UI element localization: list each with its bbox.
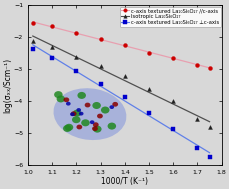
- Circle shape: [56, 95, 65, 102]
- Circle shape: [107, 123, 116, 130]
- Circle shape: [112, 102, 118, 107]
- Circle shape: [84, 103, 90, 107]
- Circle shape: [89, 120, 94, 124]
- Circle shape: [93, 122, 98, 127]
- Circle shape: [92, 126, 98, 131]
- Circle shape: [66, 102, 70, 106]
- Circle shape: [77, 92, 86, 99]
- Circle shape: [54, 91, 62, 98]
- Y-axis label: log(σₓₓ/Scm⁻¹): log(σₓₓ/Scm⁻¹): [3, 58, 12, 113]
- Circle shape: [97, 114, 102, 119]
- Circle shape: [109, 105, 114, 109]
- Circle shape: [63, 97, 69, 102]
- Circle shape: [63, 125, 71, 132]
- Circle shape: [71, 111, 76, 116]
- Circle shape: [76, 108, 81, 112]
- Circle shape: [92, 102, 101, 109]
- X-axis label: 1000/T (K⁻¹): 1000/T (K⁻¹): [101, 177, 148, 186]
- Circle shape: [76, 125, 82, 129]
- Circle shape: [73, 110, 81, 117]
- Circle shape: [72, 116, 80, 123]
- Legend: c-axis textured La₁₀Si₆O₂₇ //c-axis, Isotropic La₁₀Si₆O₂₇, c-axis textured La₁₀S: c-axis textured La₁₀Si₆O₂₇ //c-axis, Iso…: [119, 7, 220, 27]
- Circle shape: [79, 112, 83, 115]
- Circle shape: [81, 119, 89, 126]
- Circle shape: [101, 107, 109, 114]
- Circle shape: [93, 126, 101, 133]
- Ellipse shape: [53, 88, 126, 140]
- Circle shape: [70, 112, 74, 116]
- Circle shape: [64, 124, 73, 131]
